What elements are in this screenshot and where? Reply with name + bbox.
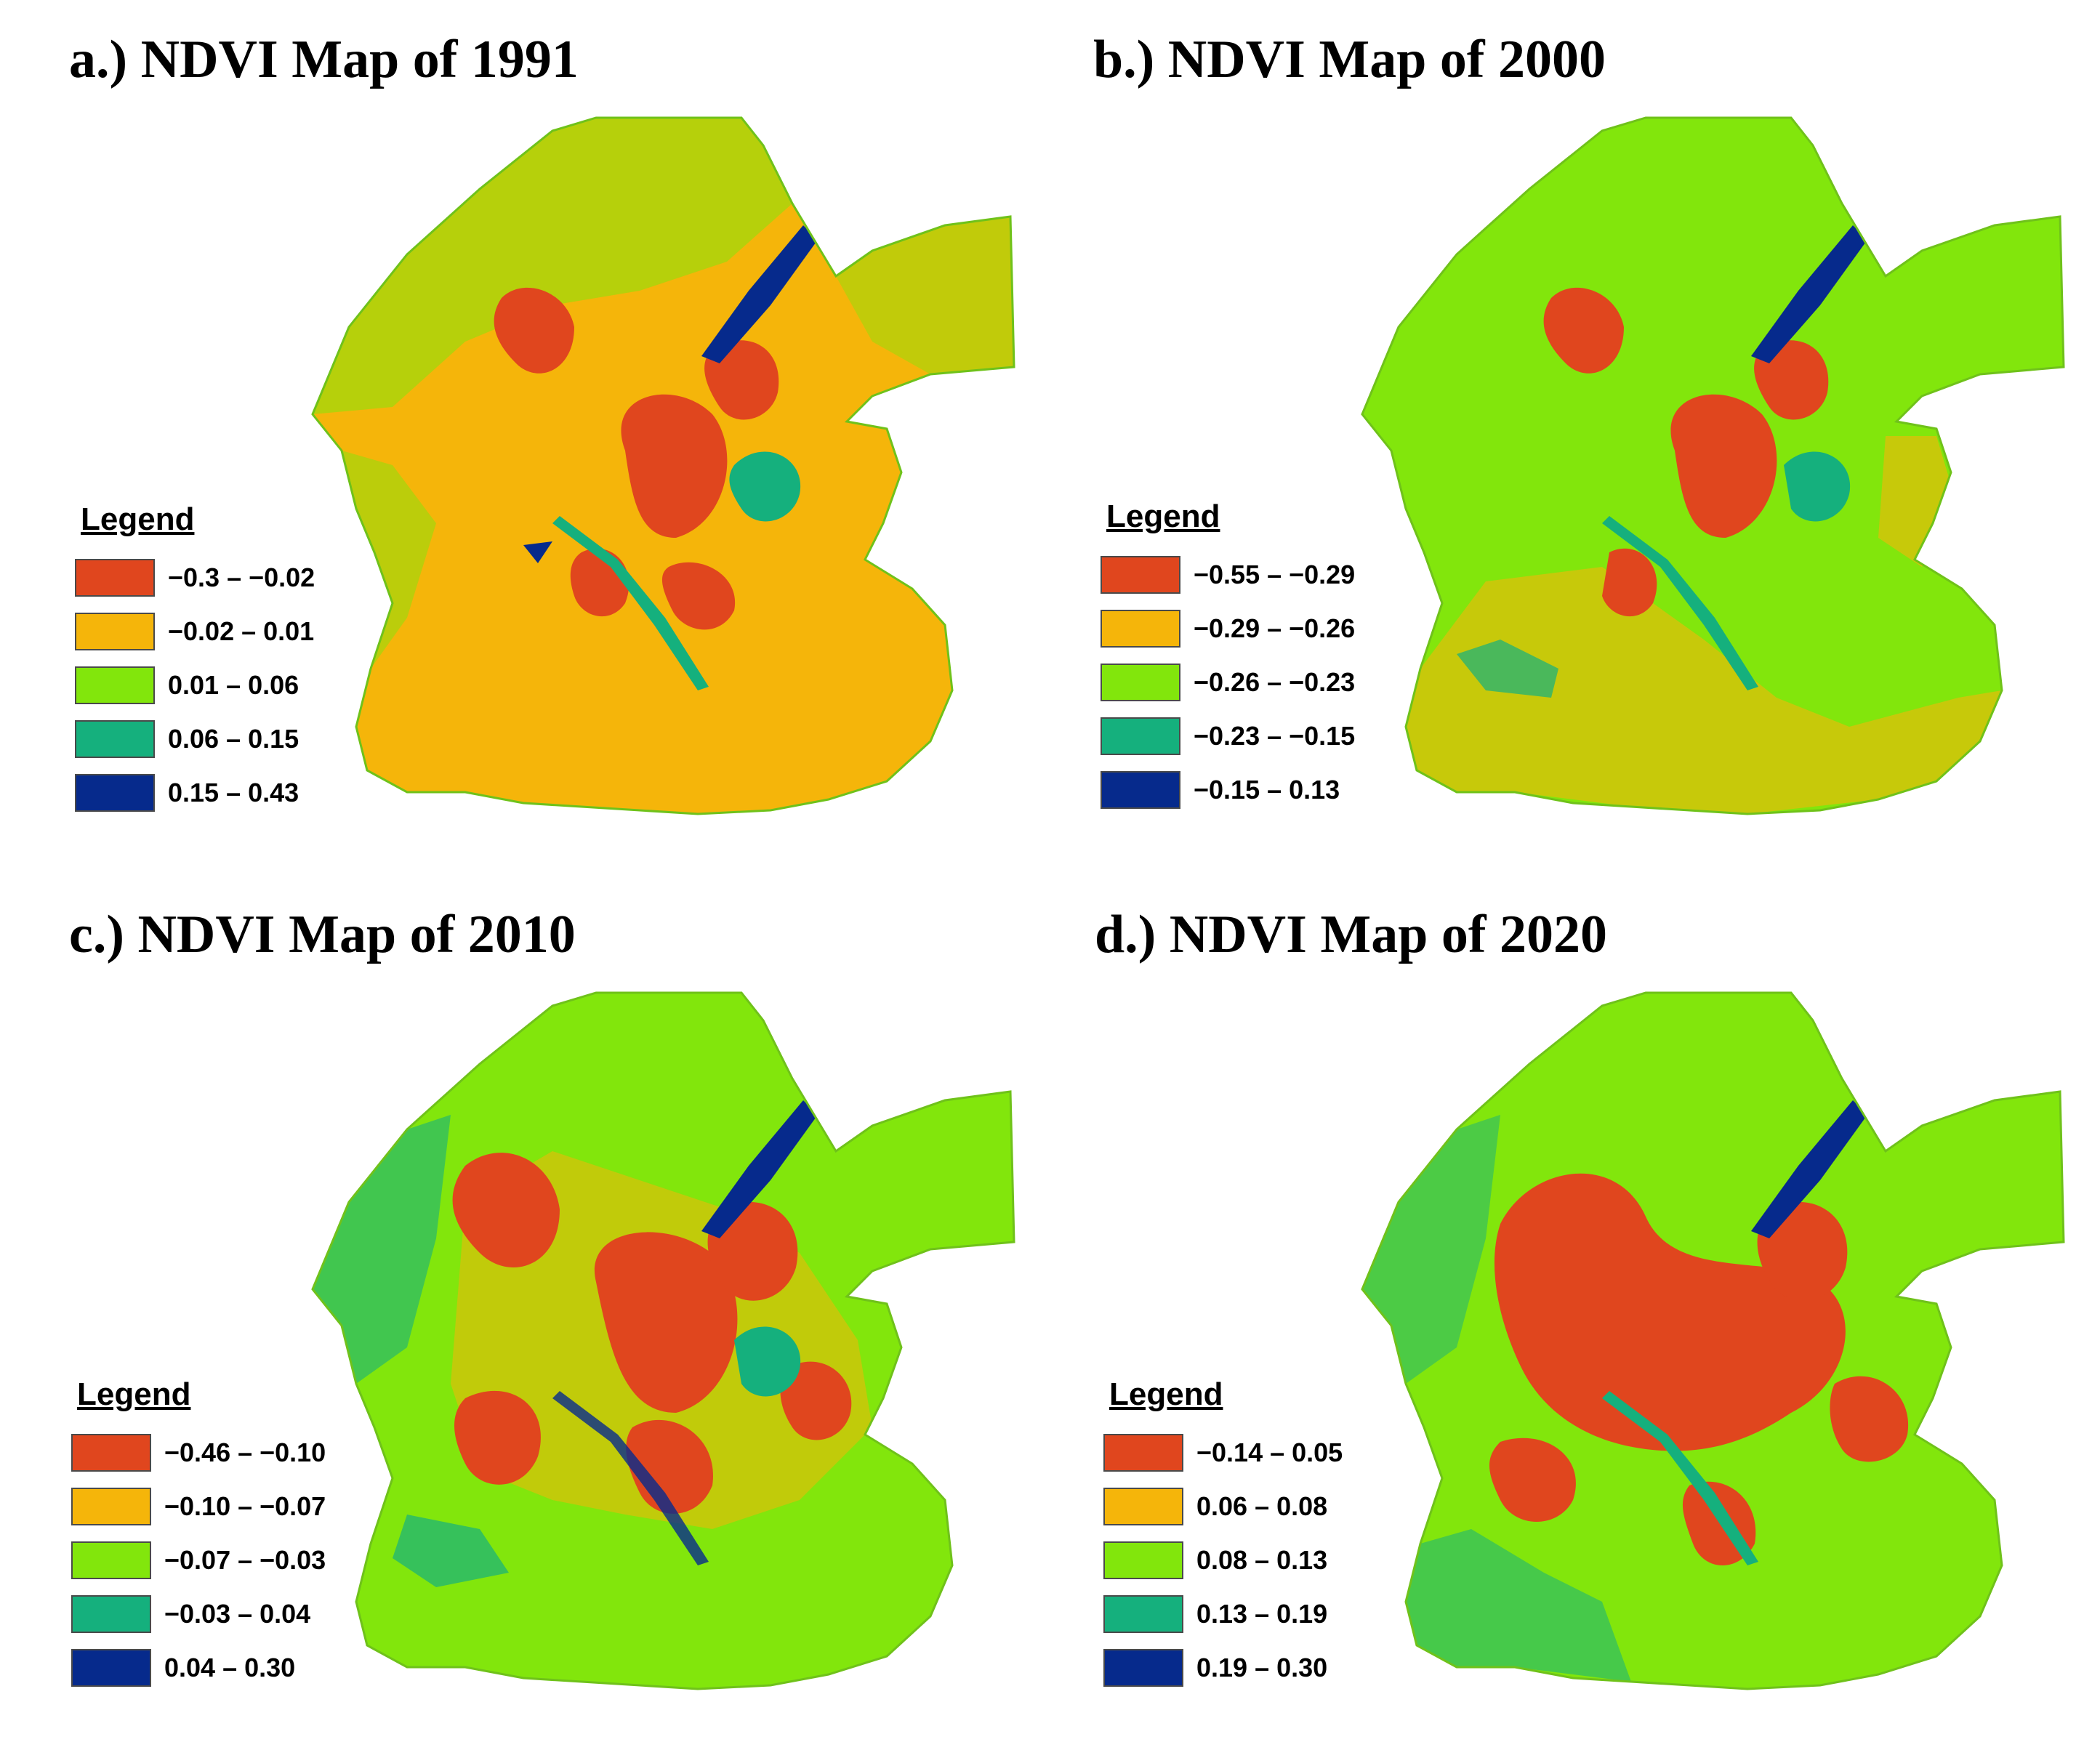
panel-ndvi-2010: c.) NDVI Map of 2010 Legend −0.46 – −0.1… bbox=[0, 875, 1050, 1750]
legend-swatch bbox=[75, 666, 155, 704]
panel-title: c.) NDVI Map of 2010 bbox=[69, 905, 576, 964]
legend-swatch bbox=[1103, 1649, 1183, 1687]
legend-label: −0.15 – 0.13 bbox=[1194, 775, 1340, 805]
legend-swatch bbox=[1103, 1488, 1183, 1525]
legend-swatch bbox=[71, 1649, 151, 1687]
legend-label: 0.15 – 0.43 bbox=[168, 778, 299, 807]
legend: Legend −0.3 – −0.02 −0.02 – 0.01 0.01 – … bbox=[75, 501, 315, 820]
legend-label: −0.03 – 0.04 bbox=[164, 1599, 311, 1629]
legend-swatch bbox=[75, 613, 155, 650]
legend-title: Legend bbox=[77, 1376, 191, 1412]
legend-item: 0.13 – 0.19 bbox=[1103, 1587, 1343, 1641]
legend-item: −0.26 – −0.23 bbox=[1101, 656, 1355, 709]
legend-swatch bbox=[75, 720, 155, 758]
ndvi-map-2020 bbox=[1361, 991, 2065, 1690]
legend-item: −0.3 – −0.02 bbox=[75, 551, 315, 605]
legend-item: −0.15 – 0.13 bbox=[1101, 763, 1355, 817]
legend-item: −0.55 – −0.29 bbox=[1101, 548, 1355, 602]
legend-item: −0.10 – −0.07 bbox=[71, 1480, 326, 1533]
legend-label: 0.13 – 0.19 bbox=[1196, 1599, 1328, 1629]
legend-label: −0.02 – 0.01 bbox=[168, 616, 315, 646]
legend-item: −0.14 – 0.05 bbox=[1103, 1426, 1343, 1480]
legend-swatch bbox=[75, 559, 155, 597]
panel-title: d.) NDVI Map of 2020 bbox=[1095, 905, 1608, 964]
legend-item: 0.15 – 0.43 bbox=[75, 766, 315, 820]
legend: Legend −0.46 – −0.10 −0.10 – −0.07 −0.07… bbox=[71, 1376, 326, 1695]
legend-label: −0.55 – −0.29 bbox=[1194, 560, 1356, 589]
legend-title: Legend bbox=[81, 501, 195, 537]
panel-ndvi-2020: d.) NDVI Map of 2020 Legend −0.14 – 0.05… bbox=[1050, 875, 2099, 1750]
legend-label: 0.06 – 0.15 bbox=[168, 724, 299, 754]
panel-title: a.) NDVI Map of 1991 bbox=[69, 30, 579, 89]
legend-swatch bbox=[1101, 771, 1180, 809]
legend-swatch bbox=[1103, 1595, 1183, 1633]
legend-swatch bbox=[75, 774, 155, 812]
legend-item: 0.06 – 0.08 bbox=[1103, 1480, 1343, 1533]
legend-label: −0.26 – −0.23 bbox=[1194, 667, 1356, 697]
legend-label: −0.07 – −0.03 bbox=[164, 1545, 326, 1575]
legend-item: 0.04 – 0.30 bbox=[71, 1641, 326, 1695]
legend-item: 0.01 – 0.06 bbox=[75, 658, 315, 712]
legend-item: −0.23 – −0.15 bbox=[1101, 709, 1355, 763]
legend-label: 0.01 – 0.06 bbox=[168, 670, 299, 700]
legend-title: Legend bbox=[1109, 1376, 1223, 1412]
legend-item: 0.06 – 0.15 bbox=[75, 712, 315, 766]
legend-swatch bbox=[71, 1595, 151, 1633]
legend-item: −0.03 – 0.04 bbox=[71, 1587, 326, 1641]
legend-label: 0.06 – 0.08 bbox=[1196, 1491, 1328, 1521]
legend-label: −0.23 – −0.15 bbox=[1194, 721, 1356, 751]
legend-swatch bbox=[1103, 1541, 1183, 1579]
panel-title: b.) NDVI Map of 2000 bbox=[1093, 30, 1606, 89]
legend-swatch bbox=[71, 1488, 151, 1525]
legend-item: −0.02 – 0.01 bbox=[75, 605, 315, 658]
legend-label: −0.46 – −0.10 bbox=[164, 1438, 326, 1467]
legend-swatch bbox=[1103, 1434, 1183, 1472]
legend-label: −0.14 – 0.05 bbox=[1196, 1438, 1343, 1467]
legend-item: 0.19 – 0.30 bbox=[1103, 1641, 1343, 1695]
ndvi-map-2010 bbox=[311, 991, 1015, 1690]
legend-item: −0.07 – −0.03 bbox=[71, 1533, 326, 1587]
legend: Legend −0.55 – −0.29 −0.29 – −0.26 −0.26… bbox=[1101, 499, 1355, 817]
legend-label: −0.29 – −0.26 bbox=[1194, 613, 1356, 643]
panel-ndvi-1991: a.) NDVI Map of 1991 Legend −0.3 – −0.02… bbox=[0, 0, 1050, 875]
legend-label: 0.04 – 0.30 bbox=[164, 1653, 296, 1682]
legend-item: −0.29 – −0.26 bbox=[1101, 602, 1355, 656]
ndvi-map-1991 bbox=[311, 116, 1015, 815]
legend-label: 0.19 – 0.30 bbox=[1196, 1653, 1328, 1682]
legend-item: −0.46 – −0.10 bbox=[71, 1426, 326, 1480]
panel-ndvi-2000: b.) NDVI Map of 2000 Legend −0.55 – −0.2… bbox=[1050, 0, 2099, 875]
legend-label: −0.3 – −0.02 bbox=[168, 562, 315, 592]
legend-swatch bbox=[1101, 664, 1180, 701]
legend-label: 0.08 – 0.13 bbox=[1196, 1545, 1328, 1575]
ndvi-map-2000 bbox=[1361, 116, 2065, 815]
legend: Legend −0.14 – 0.05 0.06 – 0.08 0.08 – 0… bbox=[1103, 1376, 1343, 1695]
legend-item: 0.08 – 0.13 bbox=[1103, 1533, 1343, 1587]
legend-swatch bbox=[1101, 556, 1180, 594]
legend-swatch bbox=[71, 1541, 151, 1579]
legend-swatch bbox=[1101, 717, 1180, 755]
legend-swatch bbox=[1101, 610, 1180, 648]
legend-swatch bbox=[71, 1434, 151, 1472]
legend-label: −0.10 – −0.07 bbox=[164, 1491, 326, 1521]
legend-title: Legend bbox=[1106, 499, 1220, 534]
